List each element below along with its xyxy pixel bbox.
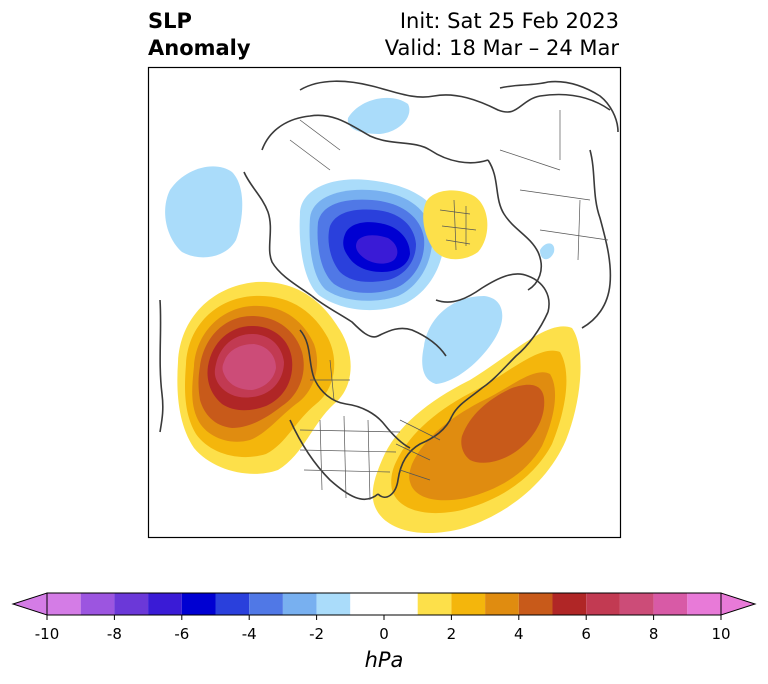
colorbar-ticks: -10 -8 -6 -4 -2 0 2 4 6 8 10 <box>35 615 731 643</box>
anomaly-contour-neg-pacific <box>165 166 243 258</box>
anomaly-contour-neg-siberia <box>347 97 410 134</box>
colorbar-tick-label: 10 <box>711 625 730 643</box>
colorbar-tick-label: 6 <box>581 625 591 643</box>
colorbar-tick-label: 8 <box>649 625 659 643</box>
colorbar-tick-label: 0 <box>379 625 389 643</box>
colorbar-boxes <box>11 592 757 616</box>
colorbar-box <box>80 593 115 615</box>
map-frame <box>147 66 622 539</box>
slp-anomaly-map <box>147 66 622 539</box>
colorbar-extend-min <box>11 592 48 616</box>
colorbar-box <box>619 593 654 615</box>
colorbar-box <box>417 593 452 615</box>
colorbar-box <box>485 593 519 615</box>
init-date: Init: Sat 25 Feb 2023 <box>399 9 619 33</box>
colorbar-tick-label: 2 <box>447 625 457 643</box>
colorbar-box <box>47 593 81 615</box>
colorbar-box <box>552 593 587 615</box>
anomaly-contour-pos-atlantic-4 <box>461 384 545 463</box>
colorbar-box <box>518 593 553 615</box>
map-title: SLP Anomaly <box>148 8 251 62</box>
title-line-2: Anomaly <box>148 36 251 60</box>
colorbar-tick-label: -4 <box>242 625 257 643</box>
title-line-1: SLP <box>148 9 192 33</box>
coastlines <box>159 80 619 500</box>
map-subtitle: Init: Sat 25 Feb 2023 Valid: 18 Mar – 24… <box>385 8 619 62</box>
colorbar-box <box>282 593 317 615</box>
colorbar-box <box>215 593 250 615</box>
colorbar-box <box>653 593 688 615</box>
colorbar-tick-label: -10 <box>35 625 60 643</box>
colorbar-box <box>148 593 182 615</box>
colorbar-box <box>249 593 283 615</box>
colorbar-extend-max <box>720 592 757 616</box>
colorbar-box <box>586 593 620 615</box>
colorbar-box <box>687 593 721 615</box>
anomaly-contour-neg-greenland <box>540 243 555 260</box>
colorbar-tick-label: -6 <box>174 625 189 643</box>
colorbar-box <box>316 593 351 615</box>
political-borders <box>289 110 609 501</box>
anomaly-contour-neg-hudson <box>422 296 503 384</box>
anomaly-contour-pos-pacific-7 <box>222 344 276 390</box>
colorbar-unit-label: hPa <box>365 648 404 672</box>
colorbar-box <box>451 593 486 615</box>
anomaly-contour-arctic-neg6 <box>356 235 398 264</box>
colorbar-tick-label: 4 <box>514 625 524 643</box>
colorbar-box <box>114 593 149 615</box>
colorbar-box <box>181 593 216 615</box>
colorbar-box <box>350 593 418 615</box>
colorbar-tick-label: -2 <box>309 625 324 643</box>
colorbar-outline <box>46 592 722 616</box>
colorbar-tick-label: -8 <box>107 625 122 643</box>
valid-range: Valid: 18 Mar – 24 Mar <box>384 36 619 60</box>
